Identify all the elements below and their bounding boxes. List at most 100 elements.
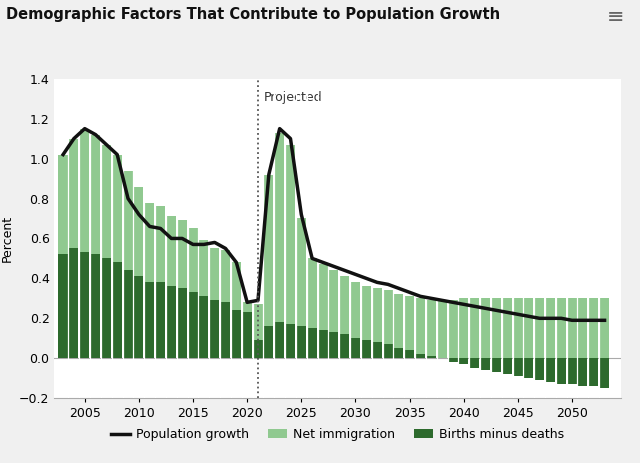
Bar <box>589 298 598 358</box>
Bar <box>286 144 295 324</box>
Text: ≡: ≡ <box>607 7 624 27</box>
Y-axis label: Percent: Percent <box>1 215 13 262</box>
Bar <box>340 334 349 358</box>
Bar <box>188 292 198 358</box>
Bar <box>329 332 339 358</box>
Bar <box>58 155 68 254</box>
Bar <box>502 298 512 358</box>
Bar <box>80 129 90 252</box>
Bar <box>264 326 273 358</box>
Bar <box>124 170 132 270</box>
Bar <box>362 286 371 340</box>
Bar <box>134 187 143 276</box>
Bar <box>470 358 479 368</box>
Bar <box>470 298 479 358</box>
Bar <box>318 264 328 330</box>
Bar <box>167 217 176 286</box>
Bar <box>524 298 533 358</box>
Bar <box>535 298 544 358</box>
Bar <box>221 250 230 302</box>
Bar <box>297 326 306 358</box>
Bar <box>210 300 220 358</box>
Population growth <box>568 318 576 323</box>
Bar <box>351 282 360 338</box>
Population growth <box>460 301 468 307</box>
Bar <box>535 358 544 380</box>
Population growth <box>189 242 197 247</box>
Population growth <box>81 126 88 131</box>
Bar <box>557 298 566 358</box>
Bar <box>199 240 209 296</box>
Bar <box>113 155 122 263</box>
Bar <box>232 310 241 358</box>
Bar <box>102 258 111 358</box>
Bar <box>383 344 392 358</box>
Bar <box>459 298 468 358</box>
Bar <box>449 300 458 358</box>
Bar <box>416 354 425 358</box>
Bar <box>589 358 598 386</box>
Bar <box>546 298 555 358</box>
Bar <box>481 358 490 370</box>
Bar <box>405 296 414 350</box>
Population growth <box>243 300 251 305</box>
Bar <box>524 358 533 378</box>
Bar <box>438 300 447 358</box>
Legend: Population growth, Net immigration, Births minus deaths: Population growth, Net immigration, Birt… <box>106 423 569 446</box>
Bar <box>102 144 111 258</box>
Bar <box>69 138 79 249</box>
Bar <box>286 324 295 358</box>
Bar <box>91 254 100 358</box>
Bar <box>199 296 209 358</box>
Population growth <box>428 295 435 301</box>
Population growth <box>601 318 609 323</box>
Bar <box>502 358 512 374</box>
Bar <box>167 286 176 358</box>
Bar <box>372 288 381 342</box>
Bar <box>394 294 403 348</box>
Bar <box>383 290 392 344</box>
Bar <box>394 348 403 358</box>
Bar <box>253 304 262 340</box>
Bar <box>308 258 317 328</box>
Bar <box>308 328 317 358</box>
Bar <box>275 322 284 358</box>
Text: Projected: Projected <box>264 91 322 104</box>
Bar <box>492 358 501 372</box>
Bar <box>579 358 588 386</box>
Bar <box>557 358 566 384</box>
Bar <box>243 302 252 313</box>
Bar <box>221 302 230 358</box>
Bar <box>232 263 241 310</box>
Bar <box>568 298 577 358</box>
Bar <box>546 358 555 382</box>
Bar <box>513 298 522 358</box>
Bar <box>351 338 360 358</box>
Bar <box>459 358 468 364</box>
Population growth <box>232 260 240 265</box>
Population growth <box>60 152 67 157</box>
Bar <box>124 270 132 358</box>
Bar <box>134 276 143 358</box>
Bar <box>210 249 220 300</box>
Text: Demographic Factors That Contribute to Population Growth: Demographic Factors That Contribute to P… <box>6 7 500 22</box>
Bar <box>600 358 609 388</box>
Line: Population growth: Population growth <box>63 129 605 320</box>
Bar <box>600 298 609 358</box>
Bar <box>372 342 381 358</box>
Bar <box>362 340 371 358</box>
Bar <box>449 358 458 362</box>
Bar <box>275 132 284 322</box>
Bar <box>113 263 122 358</box>
Bar <box>297 219 306 326</box>
Bar <box>416 298 425 354</box>
Bar <box>579 298 588 358</box>
Bar <box>568 358 577 384</box>
Bar <box>177 288 187 358</box>
Bar <box>91 135 100 254</box>
Bar <box>145 202 154 282</box>
Bar <box>188 228 198 292</box>
Bar <box>264 175 273 326</box>
Bar <box>405 350 414 358</box>
Population growth <box>590 318 598 323</box>
